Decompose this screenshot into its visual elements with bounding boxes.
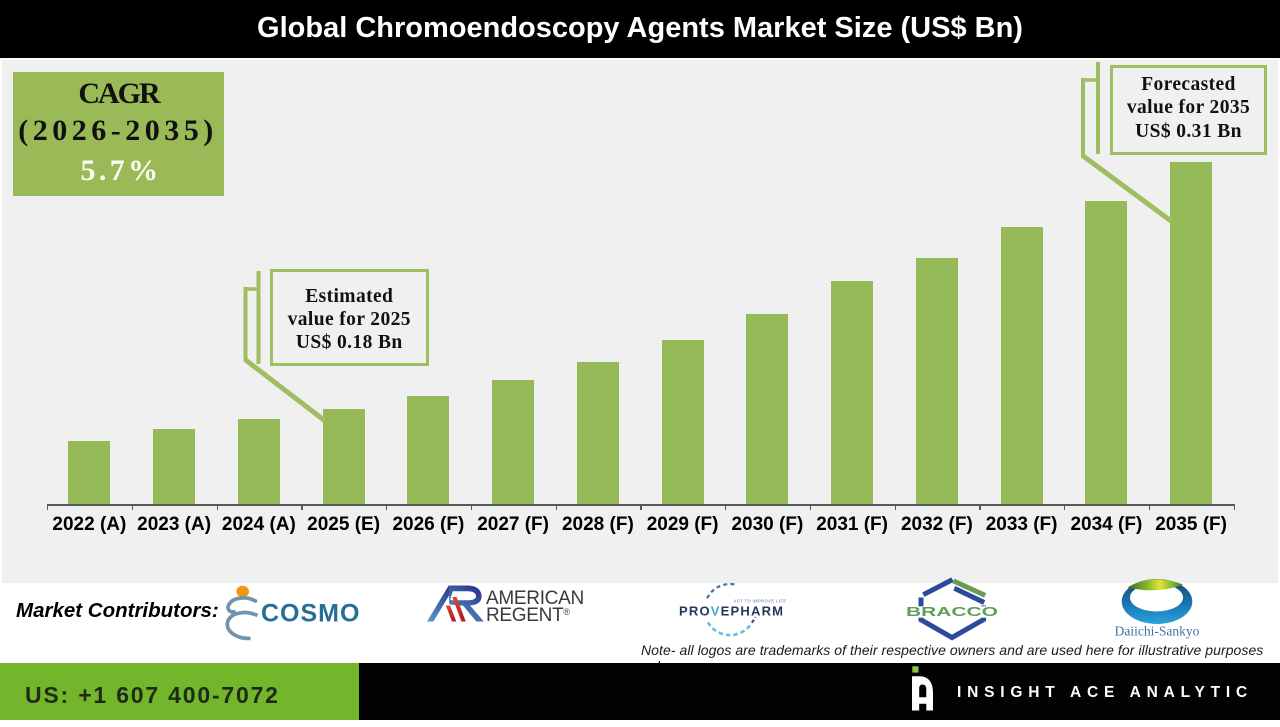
svg-text:AMERICAN: AMERICAN (486, 588, 584, 609)
svg-text:PROVEPHARM: PROVEPHARM (679, 604, 784, 619)
svg-text:Daiichi-Sankyo: Daiichi-Sankyo (1115, 624, 1200, 639)
svg-text:REGENT®: REGENT® (486, 605, 570, 625)
svg-text:ACT TO IMPROVE LIFE: ACT TO IMPROVE LIFE (734, 598, 787, 603)
svg-text:COSMO: COSMO (261, 600, 360, 628)
svg-text:BRACCO: BRACCO (906, 604, 998, 619)
